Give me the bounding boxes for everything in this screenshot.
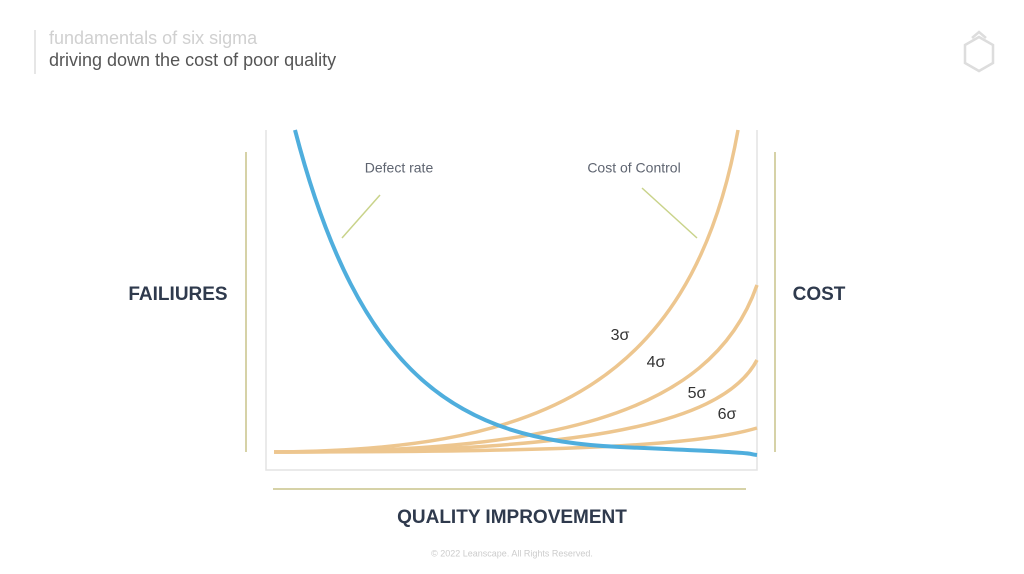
curve-label: 6σ: [718, 406, 737, 423]
axis-label: FAILIURES: [128, 284, 227, 305]
curve-label: 3σ: [611, 327, 630, 344]
plot-frame: [265, 130, 758, 471]
annotation: Cost of Control: [587, 160, 680, 176]
subtitle: driving down the cost of poor quality: [49, 50, 336, 70]
curve-label: 4σ: [647, 354, 666, 371]
cost-curves: [273, 129, 759, 454]
logo-cap: [971, 30, 987, 39]
axis-label: COST: [793, 284, 846, 305]
defect-curve: [293, 129, 758, 457]
annotation: Defect rate: [365, 160, 434, 176]
logo: [963, 35, 995, 73]
axis-label: QUALITY IMPROVEMENT: [397, 507, 627, 528]
pointer: [641, 187, 698, 239]
footer: © 2022 Leanscape. All Rights Reserved.: [431, 548, 593, 558]
curve-label: 5σ: [688, 385, 707, 402]
curve-4-sigma: [273, 284, 759, 454]
pointer: [341, 194, 381, 239]
curve-3-sigma: [273, 129, 740, 454]
title: fundamentals of six sigma: [49, 28, 258, 48]
